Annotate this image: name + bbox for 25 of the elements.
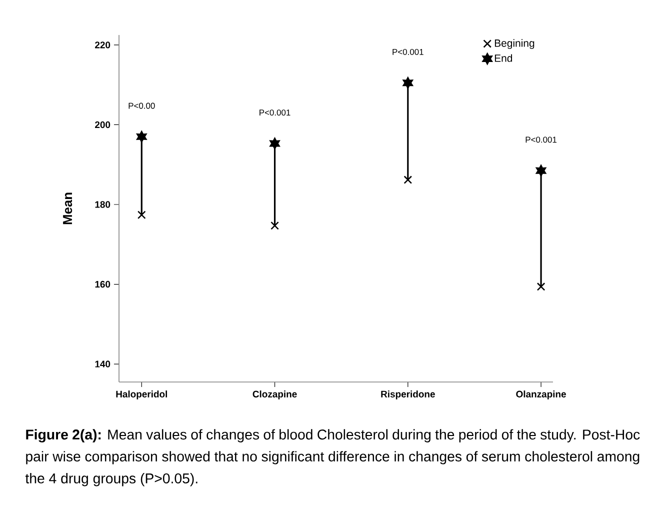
y-tick-label: 200 [95, 121, 110, 128]
point [536, 164, 546, 177]
y-tick-label: 140 [95, 360, 110, 368]
point [270, 221, 279, 230]
point [270, 137, 280, 150]
y-axis-title: Mean [63, 192, 72, 224]
x-tick-label: Olanzapine [516, 390, 566, 400]
legend-label: End [494, 54, 512, 62]
x-tick-label: Clozapine [252, 390, 297, 400]
text: Figure 2(a): Mean values of changes of blood Cholesterol during the period of the study. Post-Hoc pair wise comparison showed that no significant difference in changes of serum cholesterol among the 4 drug groups (P>0.05). [25, 429, 640, 486]
y-tick-label: 160 [95, 280, 110, 288]
point [536, 282, 546, 291]
point [136, 130, 147, 143]
legend-label: Begining [494, 39, 534, 49]
annotation: P<0.001 [526, 136, 557, 143]
x-tick-label: Haloperidol [116, 390, 167, 400]
annotation: P<0.00 [128, 102, 155, 109]
annotation: P<0.001 [392, 48, 424, 55]
y-tick-label: 220 [95, 42, 110, 48]
point [137, 210, 146, 220]
annotation: P<0.001 [260, 110, 290, 116]
x-tick-label: Risperidone [381, 390, 435, 400]
point [404, 176, 412, 184]
point [402, 76, 414, 89]
y-tick-label: 180 [95, 201, 110, 208]
